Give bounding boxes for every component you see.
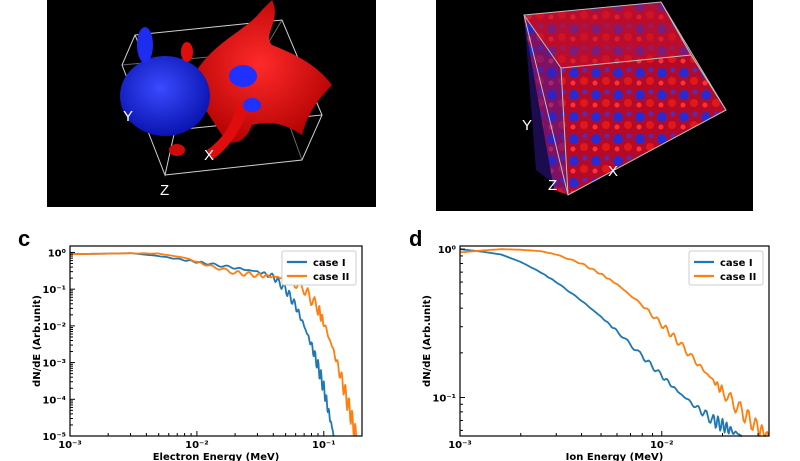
red-fleck-1 xyxy=(181,42,193,62)
red-structure xyxy=(187,0,332,143)
legend-label: case II xyxy=(313,272,349,283)
axis-label-z: Z xyxy=(160,182,170,199)
y-axis-label: dN/dE (Arb.unit) xyxy=(32,295,43,387)
cube-edges xyxy=(523,1,727,196)
y-tick-label: 10⁰ xyxy=(48,248,66,259)
x-tick-label: 10⁻² xyxy=(185,440,209,451)
legend-label: case I xyxy=(313,258,346,269)
blue-patch-1 xyxy=(229,65,257,87)
y-tick-label: 10⁻¹ xyxy=(42,285,66,296)
axis-label-x: X xyxy=(608,163,619,180)
legend-label: case II xyxy=(720,272,756,283)
x-axis-label: Ion Energy (MeV) xyxy=(566,452,664,461)
y-axis-label: dN/dE (Arb.unit) xyxy=(422,295,433,387)
y-tick-label: 10⁻² xyxy=(42,322,66,333)
panel-a-3d-render: Y X Z xyxy=(47,0,376,207)
y-tick-label: 10⁰ xyxy=(438,245,456,256)
series-line-case-i xyxy=(459,248,743,437)
panel-a-render-svg xyxy=(120,0,332,177)
axis-label-y: Y xyxy=(123,108,134,125)
panel-b-render-svg xyxy=(523,1,727,196)
axis-label-x: X xyxy=(204,147,215,164)
chart-c: 10⁻³ 10⁻² 10⁻¹ 10⁰ 10⁻¹ 10⁻² 10⁻³ 10⁻⁴ 10⁻⁵ Elect… xyxy=(32,245,363,461)
x-tick-label: 10⁻³ xyxy=(58,440,82,451)
axis-label-z: Z xyxy=(548,177,558,194)
x-axis-label: Electron Energy (MeV) xyxy=(153,452,280,461)
y-tick-label: 10⁻⁵ xyxy=(42,432,66,443)
panel-b-3d-render: Y X Z xyxy=(436,0,753,211)
blue-blob xyxy=(120,56,210,136)
series-line-case-i xyxy=(69,252,335,437)
legend-label: case I xyxy=(720,258,753,269)
y-tick-label: 10⁻¹ xyxy=(432,393,456,404)
plot-frame xyxy=(69,245,363,437)
x-tick-label: 10⁻³ xyxy=(448,440,472,451)
panel-letter-c: c xyxy=(18,226,31,251)
series-line-case-ii xyxy=(69,252,358,437)
chart-d: 10⁻³ 10⁻² 10⁰ 10⁻¹ Ion Energy (MeV) dN/dE (Ar… xyxy=(422,245,770,461)
series-line-case-ii xyxy=(459,248,770,437)
red-arm xyxy=(207,105,247,160)
blue-patch-2 xyxy=(243,98,261,112)
panel-letter-d: d xyxy=(409,226,423,251)
axis-label-y: Y xyxy=(522,117,533,134)
blue-patch-3 xyxy=(137,27,153,63)
x-tick-label: 10⁻¹ xyxy=(312,440,336,451)
y-tick-label: 10⁻⁴ xyxy=(42,395,66,406)
plot-frame xyxy=(459,245,770,437)
x-tick-label: 10⁻² xyxy=(650,440,674,451)
cube-top-face xyxy=(524,2,691,68)
red-fleck-2 xyxy=(169,144,185,156)
y-tick-label: 10⁻³ xyxy=(42,359,66,370)
